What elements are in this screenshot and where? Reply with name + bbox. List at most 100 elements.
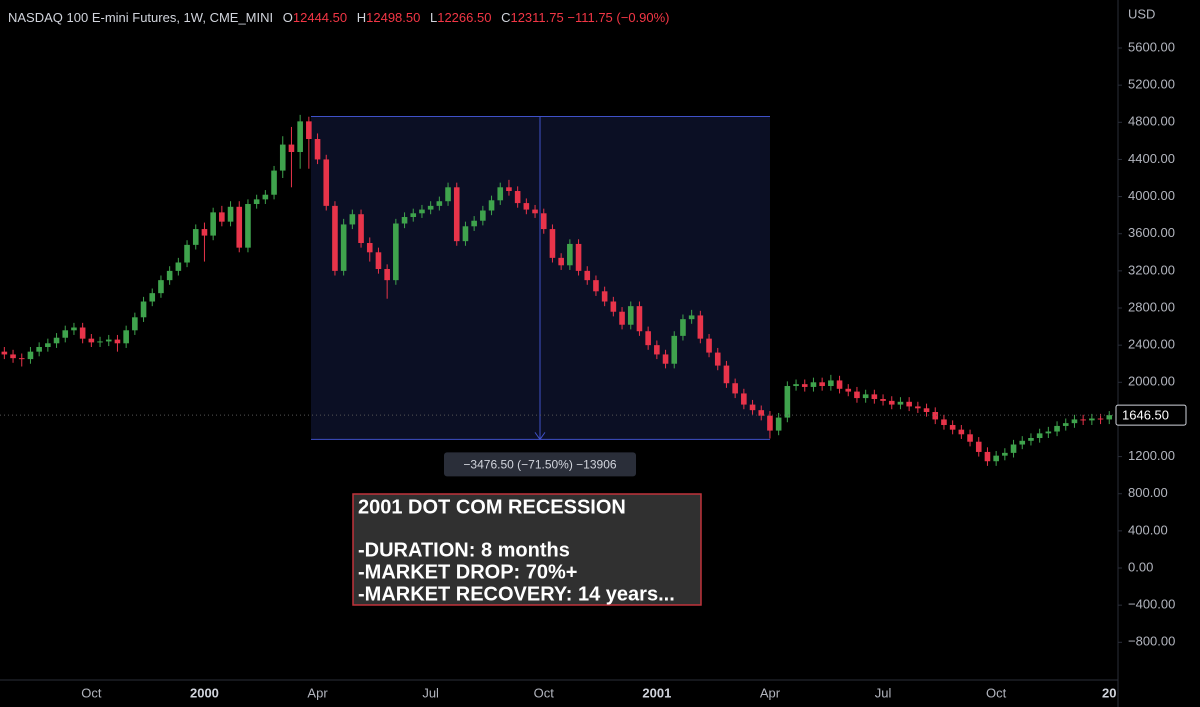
measure-label: −3476.50 (−71.50%) −13906 (463, 458, 616, 472)
candle-body (149, 293, 156, 302)
y-tick-label: 4800.00 (1128, 114, 1175, 129)
value: 12266.50 (437, 10, 492, 25)
candle-body (801, 384, 808, 387)
candle-body (949, 425, 956, 430)
y-tick-label: 5200.00 (1128, 77, 1175, 92)
legend-header: NASDAQ 100 E-mini Futures, 1W, CME_MINI … (8, 10, 670, 25)
candle-body (540, 213, 547, 230)
candle-body (340, 224, 347, 271)
candle-body (366, 243, 373, 253)
candle-body (1071, 419, 1078, 424)
candle-body (775, 417, 782, 431)
candle-body (636, 306, 643, 332)
candle-body (558, 257, 564, 266)
x-tick-label: Apr (760, 685, 781, 700)
candle-body (767, 415, 773, 431)
value: 12311.75 (510, 10, 564, 25)
annotation-line: -DURATION: 8 months (358, 539, 570, 561)
candle-body (471, 220, 477, 227)
annotation-box (352, 493, 702, 606)
candle-body (549, 229, 556, 258)
candle-body (1010, 444, 1017, 453)
candle-body (993, 455, 999, 462)
candle-body (575, 243, 582, 271)
candle-body (593, 280, 599, 292)
candle-body (688, 315, 695, 320)
candle-body (227, 206, 234, 222)
x-tick-label: 2001 (642, 685, 671, 700)
candle-body (567, 243, 573, 266)
candle-body (427, 205, 434, 210)
candle-body (732, 383, 738, 394)
candle-body (105, 339, 112, 342)
candle-body (184, 244, 190, 263)
candle-body (941, 419, 947, 426)
candle-body (158, 280, 164, 294)
candle-body (523, 203, 530, 210)
change: −111.75 (−0.90%) (567, 10, 670, 25)
candle-body (793, 384, 799, 387)
candle-body (923, 408, 930, 413)
candle-body (462, 226, 469, 242)
label: H (356, 10, 367, 25)
candle-body (845, 388, 852, 392)
candle-body (627, 306, 634, 325)
candle-body (697, 315, 704, 339)
x-tick-label: 20 (1102, 685, 1116, 700)
y-tick-label: 2000.00 (1128, 374, 1175, 389)
y-tick-label: 4400.00 (1128, 151, 1175, 166)
candle-body (488, 200, 495, 211)
candle-body (192, 229, 199, 245)
label: L (429, 10, 438, 25)
candle-body (1, 351, 8, 355)
candle-body (1054, 425, 1060, 432)
candle-body (384, 269, 390, 281)
candle-body (619, 311, 625, 325)
axis-unit: USD (1128, 6, 1155, 21)
candle-body (279, 144, 286, 171)
x-tick-label: Oct (534, 685, 555, 700)
candle-body (123, 330, 129, 344)
y-tick-label: 800.00 (1128, 485, 1168, 500)
candle-body (897, 401, 904, 405)
candle-body (332, 205, 338, 271)
x-tick-label: Oct (81, 685, 102, 700)
candle-body (175, 262, 182, 271)
candle-body (810, 382, 817, 387)
candle-body (819, 382, 825, 387)
candle-body (323, 159, 330, 206)
candle-body (610, 301, 617, 312)
candle-body (514, 191, 521, 204)
annotation-title: 2001 DOT COM RECESSION (358, 496, 626, 518)
candle-body (1045, 431, 1052, 434)
candle-body (984, 451, 991, 462)
candle-body (1089, 418, 1095, 421)
candle-body (828, 380, 834, 387)
candle-body (506, 187, 512, 192)
last-price-tag (1115, 404, 1187, 426)
candle-body (1028, 438, 1034, 441)
y-tick-label: 4000.00 (1128, 188, 1175, 203)
candle-body (662, 354, 669, 364)
candle-body (453, 187, 460, 242)
candle-body (1062, 423, 1069, 426)
candle-body (1036, 433, 1043, 439)
symbol: NASDAQ 100 E-mini Futures, 1W, CME_MINI (8, 10, 274, 25)
candle-body (45, 343, 51, 348)
candle-body (88, 338, 95, 343)
candle-body (71, 327, 77, 331)
candle-body (245, 204, 251, 248)
x-tick-label: Jul (875, 685, 892, 700)
candle-body (306, 121, 312, 140)
candle-body (497, 187, 504, 201)
candle-body (654, 345, 660, 355)
candle-body (871, 394, 878, 400)
candle-body (236, 206, 243, 248)
candle-body (1002, 452, 1008, 456)
candle-body (680, 319, 686, 336)
candle-body (219, 212, 225, 222)
measure-label-bg (444, 452, 636, 477)
y-tick-label: 400.00 (1128, 522, 1168, 537)
candle-body (1097, 418, 1104, 420)
